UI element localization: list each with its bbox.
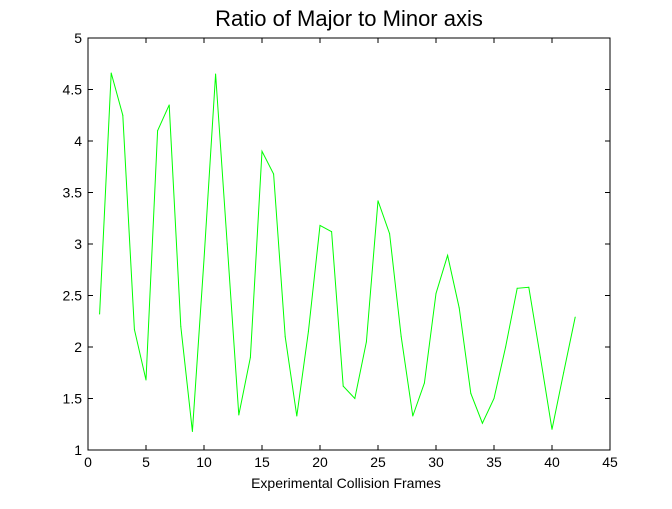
data-point	[215, 73, 217, 75]
data-point	[470, 392, 472, 394]
y-tick-label: 3	[74, 236, 82, 252]
data-point	[574, 316, 576, 318]
data-point	[516, 287, 518, 289]
y-tick-label: 2.5	[63, 288, 83, 304]
data-point	[423, 382, 425, 384]
data-point	[377, 200, 379, 202]
data-point	[412, 415, 414, 417]
data-point	[168, 104, 170, 106]
data-point	[354, 398, 356, 399]
plot-area	[87, 37, 611, 451]
x-tick-label: 30	[428, 454, 444, 470]
x-tick-label: 45	[602, 454, 618, 470]
data-point	[307, 331, 309, 333]
x-tick-label: 35	[486, 454, 502, 470]
y-tick-label: 1.5	[63, 391, 83, 407]
chart-title: Ratio of Major to Minor axis	[215, 6, 483, 31]
data-point	[133, 328, 135, 330]
x-tick-label: 40	[544, 454, 560, 470]
x-tick-label: 0	[84, 454, 92, 470]
data-point	[389, 233, 391, 235]
x-tick-label: 25	[370, 454, 386, 470]
data-point	[493, 398, 495, 399]
data-point	[191, 430, 193, 432]
data-point	[435, 292, 437, 294]
data-point	[145, 379, 147, 381]
data-point	[505, 346, 507, 348]
y-tick-label: 1	[74, 442, 82, 458]
data-points	[99, 72, 576, 432]
x-tick-label: 20	[312, 454, 328, 470]
x-tick-label: 15	[254, 454, 270, 470]
data-point	[110, 72, 112, 74]
y-tick-label: 3.5	[63, 185, 83, 201]
data-point	[528, 286, 530, 288]
data-point	[481, 422, 483, 424]
data-point	[331, 231, 333, 233]
x-tick-label: 5	[142, 454, 150, 470]
data-point	[122, 114, 124, 116]
series-line	[99, 72, 576, 432]
data-point	[551, 428, 553, 430]
data-point	[447, 254, 449, 256]
y-tick-label: 4	[74, 133, 82, 149]
x-axis: 0 5 10 15 20 25 30 35 40 45	[84, 38, 618, 470]
data-point	[365, 341, 367, 343]
data-point	[319, 224, 321, 226]
data-point	[203, 258, 205, 260]
x-axis-label: Experimental Collision Frames	[251, 475, 441, 491]
data-point	[539, 356, 541, 358]
y-tick-label: 2	[74, 339, 82, 355]
data-point	[284, 336, 286, 338]
data-point	[261, 150, 263, 152]
data-point	[400, 336, 402, 338]
data-point	[563, 372, 565, 374]
data-point	[226, 243, 228, 245]
y-axis: 1 1.5 2 2.5 3 3.5 4 4.5 5	[63, 30, 610, 458]
data-point	[249, 356, 251, 358]
y-tick-label: 4.5	[63, 82, 83, 98]
data-point	[157, 130, 159, 132]
data-point	[296, 415, 298, 417]
data-point	[458, 307, 460, 309]
x-tick-label: 10	[196, 454, 212, 470]
data-point	[273, 173, 275, 175]
y-tick-label: 5	[74, 30, 82, 46]
data-point	[238, 414, 240, 416]
data-point	[342, 385, 344, 387]
data-point	[99, 313, 101, 315]
data-point	[180, 325, 182, 327]
